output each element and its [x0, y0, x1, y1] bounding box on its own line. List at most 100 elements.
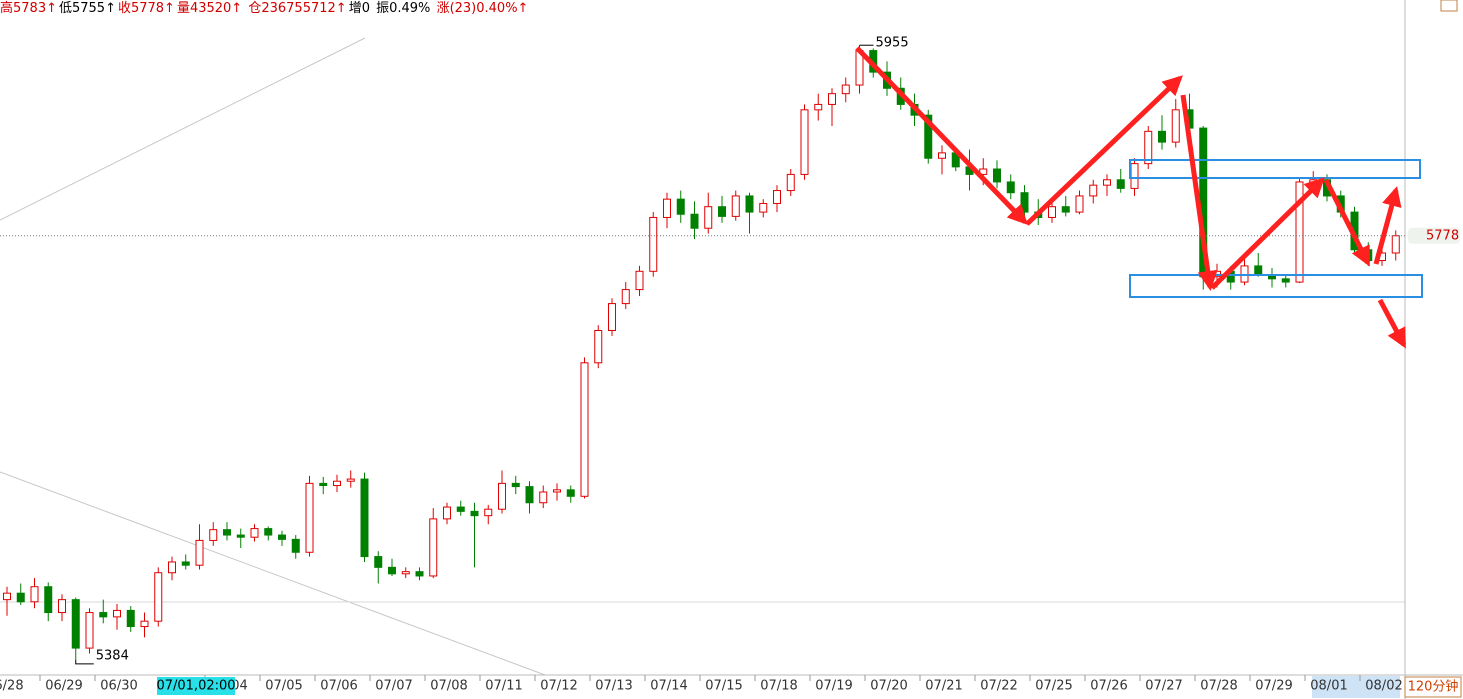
corner-icon[interactable]	[1440, 0, 1458, 12]
candle-body	[44, 586, 53, 614]
candle-body	[85, 612, 94, 649]
candle-body	[635, 270, 644, 291]
candle-body	[1048, 206, 1056, 218]
candle-body	[305, 482, 314, 553]
candle-body	[278, 534, 286, 540]
candle-body	[1391, 235, 1400, 254]
candle-body	[71, 599, 80, 649]
box-annotation	[1129, 274, 1423, 298]
candle-body	[828, 93, 836, 105]
candle-body	[264, 528, 273, 536]
candle-body	[676, 198, 685, 215]
candle-body	[126, 609, 135, 628]
candle-body	[374, 556, 383, 568]
candle-body	[360, 478, 369, 558]
candle-body	[195, 539, 204, 566]
quote-header: 高5783↑ 低5755↑ 收5778↑ 量43520↑ 仓236755712↑ 增0 …	[0, 0, 530, 17]
candle-body	[745, 195, 754, 213]
x-tick-label: 07/11	[485, 679, 522, 694]
period-box	[1404, 676, 1462, 698]
candle-body	[181, 561, 190, 566]
candle-body	[333, 480, 341, 487]
candle-body	[786, 173, 795, 192]
candle-body	[1116, 179, 1125, 189]
candle-body	[1254, 265, 1263, 276]
arrow	[1180, 94, 1218, 291]
candle-body	[663, 198, 671, 218]
trend-line	[0, 37, 366, 221]
close-info: 收5778↑	[117, 1, 175, 16]
candle-body	[1075, 195, 1084, 213]
range-highlight	[1312, 676, 1400, 698]
arrow	[1210, 177, 1325, 290]
candle-body	[443, 506, 451, 520]
candle-body	[484, 508, 493, 517]
increase-info: 增0	[348, 1, 370, 16]
amplitude-info: 振0.49%	[376, 1, 431, 16]
candle-body	[718, 206, 726, 217]
candle-body	[814, 103, 823, 111]
candle-body	[1020, 192, 1029, 213]
candle-body	[319, 482, 328, 487]
candle-body	[649, 216, 658, 272]
x-tick-label: 6/28	[0, 679, 24, 694]
x-tick-label: 07/12	[540, 679, 577, 694]
candle-body	[1061, 206, 1070, 213]
volume-info: 量43520↑	[176, 1, 243, 16]
x-tick-label: 07/19	[815, 679, 852, 694]
candle-body	[938, 152, 946, 159]
x-tick-label: 08/01	[1310, 679, 1347, 694]
x-tick-label: 07/27	[1145, 679, 1182, 694]
candle-body	[415, 571, 424, 577]
candle-body	[1240, 265, 1249, 283]
x-tick-label: 07/21	[925, 679, 962, 694]
period-label: 120分钟	[1408, 679, 1459, 695]
candle-body	[993, 168, 1001, 183]
candle-body	[58, 599, 66, 614]
candle-body	[16, 592, 25, 603]
x-tick-label: 06/29	[45, 679, 82, 694]
candle-body	[924, 114, 933, 159]
candle-body	[168, 561, 176, 574]
candle-body	[704, 206, 713, 229]
x-tick-label: 07/29	[1255, 679, 1292, 694]
candle-body	[841, 84, 850, 95]
x-tick-label: 06/30	[100, 679, 137, 694]
x-tick-label: 07/07	[375, 679, 412, 694]
candle-body	[511, 482, 520, 488]
candle-body	[731, 195, 740, 217]
x-tick-label: 07/14	[650, 679, 687, 694]
candle-body	[154, 572, 163, 622]
high-info: 高5783↑	[0, 1, 57, 16]
candle-body	[1309, 179, 1318, 183]
candle-body	[580, 362, 589, 497]
candle-body	[566, 489, 575, 497]
cursor-label-box	[157, 677, 235, 695]
arrow	[1323, 178, 1371, 267]
candle-body	[113, 609, 121, 618]
candle-body	[525, 486, 534, 504]
candle-body	[470, 510, 479, 517]
candle-body	[1089, 184, 1098, 197]
candle-body	[346, 478, 355, 482]
candle-body	[608, 303, 616, 332]
high-label: 5955	[876, 36, 909, 51]
candle-body	[621, 289, 630, 305]
candle-body	[1158, 130, 1166, 143]
x-tick-label: 07/05	[265, 679, 302, 694]
arrow	[855, 46, 1028, 225]
x-tick-label: 07/08	[430, 679, 467, 694]
last-price-label: 5778	[1426, 228, 1459, 243]
low-info: 低5755↑	[58, 1, 116, 16]
x-tick-label: 07/15	[705, 679, 742, 694]
candle-body	[429, 518, 438, 577]
x-tick-label: 07/06	[320, 679, 357, 694]
x-tick-label: 07/26	[1090, 679, 1127, 694]
candle-body	[1281, 278, 1290, 283]
candle-body	[30, 586, 39, 603]
candle-body	[594, 330, 603, 364]
candle-body	[1144, 130, 1153, 165]
